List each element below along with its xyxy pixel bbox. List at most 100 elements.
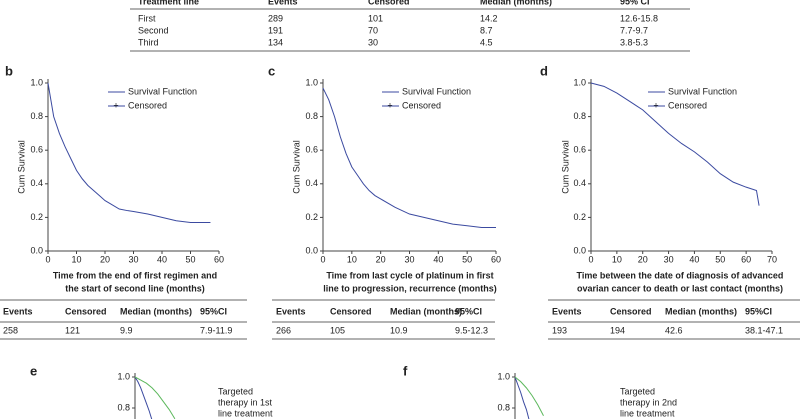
- x-axis-label: Time between the date of diagnosis of ad…: [577, 270, 784, 280]
- x-tick-label: 60: [491, 254, 501, 264]
- y-tick-label: 0.4: [305, 178, 318, 188]
- survival-curve: [134, 376, 176, 419]
- x-tick-label: 20: [100, 254, 110, 264]
- x-tick-label: 10: [347, 254, 357, 264]
- table-header: Censored: [65, 306, 107, 316]
- table-cell: 191: [268, 25, 283, 35]
- table-cell: 7.9-11.9: [200, 325, 232, 335]
- x-tick-label: 40: [689, 254, 699, 264]
- legend-label: Survival Function: [668, 86, 737, 96]
- y-tick-label: 1.0: [497, 371, 510, 381]
- x-tick-label: 50: [715, 254, 725, 264]
- y-tick-label: 1.0: [30, 77, 43, 87]
- y-tick-label: 0.0: [30, 245, 43, 255]
- x-tick-label: 50: [462, 254, 472, 264]
- legend-label: Censored: [128, 100, 167, 110]
- table-header: 95%CI: [455, 306, 482, 316]
- x-tick-label: 20: [638, 254, 648, 264]
- x-tick-label: 10: [71, 254, 81, 264]
- table-header: Censored: [368, 0, 410, 6]
- table-header: 95% CI: [620, 0, 650, 6]
- survival-curve: [514, 376, 544, 416]
- x-tick-label: 70: [767, 254, 777, 264]
- table-cell: 101: [368, 13, 383, 23]
- plots: [45, 79, 760, 419]
- y-tick-label: 0.2: [305, 212, 318, 222]
- legend-label: Survival Function: [128, 86, 197, 96]
- x-tick-label: 0: [320, 254, 325, 264]
- panel-label: e: [30, 363, 37, 378]
- table-header: Median (months): [390, 306, 462, 316]
- table-cell: 289: [268, 13, 283, 23]
- table-header: Median (months): [120, 306, 192, 316]
- table-cell: 3.8-5.3: [620, 37, 648, 47]
- table-header: Censored: [330, 306, 372, 316]
- table-cell: 38.1-47.1: [745, 325, 783, 335]
- legend-marker: +: [653, 100, 658, 110]
- y-tick-label: 0.8: [497, 402, 510, 412]
- table-cell: 266: [276, 325, 291, 335]
- x-tick-label: 30: [128, 254, 138, 264]
- y-tick-label: 0.4: [30, 178, 43, 188]
- x-tick-label: 40: [157, 254, 167, 264]
- table-header: Events: [3, 306, 33, 316]
- survival-curve: [590, 82, 760, 206]
- legend-label: Targeted: [620, 386, 655, 396]
- table-cell: 134: [268, 37, 283, 47]
- y-tick-label: 0.6: [30, 145, 43, 155]
- x-tick-label: 50: [185, 254, 195, 264]
- y-tick-label: 0.2: [573, 212, 586, 222]
- x-tick-label: 30: [404, 254, 414, 264]
- y-tick-label: 0.2: [30, 212, 43, 222]
- x-tick-label: 0: [588, 254, 593, 264]
- y-tick-label: 1.0: [573, 77, 586, 87]
- legend-marker: +: [387, 100, 392, 110]
- x-tick-label: 60: [741, 254, 751, 264]
- panel-label: c: [268, 63, 275, 78]
- survival-curve: [322, 87, 496, 228]
- panel-label: b: [5, 63, 13, 78]
- table-header: Median (months): [665, 306, 737, 316]
- y-axis-label: Cum Survival: [291, 140, 301, 194]
- table-cell: Third: [138, 37, 159, 47]
- legend-label: therapy in 1st: [218, 397, 273, 407]
- x-axis-label: Time from last cycle of platinum in firs…: [326, 270, 493, 280]
- table-header: Events: [268, 0, 298, 6]
- legend-label: Censored: [402, 100, 441, 110]
- y-tick-label: 0.8: [305, 111, 318, 121]
- y-tick-label: 0.8: [117, 402, 130, 412]
- table-cell: 105: [330, 325, 345, 335]
- x-tick-label: 20: [376, 254, 386, 264]
- y-tick-label: 0.0: [573, 245, 586, 255]
- table-cell: 7.7-9.7: [620, 25, 648, 35]
- x-tick-label: 0: [45, 254, 50, 264]
- x-axis-label: the start of second line (months): [65, 283, 205, 293]
- table-cell: 42.6: [665, 325, 683, 335]
- table-cell: 194: [610, 325, 625, 335]
- legend-label: Targeted: [218, 386, 253, 396]
- legend-label: Censored: [668, 100, 707, 110]
- y-tick-label: 0.0: [305, 245, 318, 255]
- legend-label: Survival Function: [402, 86, 471, 96]
- x-axis-label: Time from the end of first regimen and: [53, 270, 217, 280]
- x-axis-label: ovarian cancer to death or last contact …: [577, 283, 783, 293]
- table-cell: First: [138, 13, 156, 23]
- x-tick-label: 60: [214, 254, 224, 264]
- table-cell: 70: [368, 25, 378, 35]
- y-tick-label: 1.0: [117, 371, 130, 381]
- legend-marker: +: [113, 100, 118, 110]
- table-cell: Second: [138, 25, 169, 35]
- survival-curve: [134, 376, 153, 419]
- x-axis-label: line to progression, recurrence (months): [323, 283, 497, 293]
- y-tick-label: 0.4: [573, 178, 586, 188]
- survival-curve: [47, 82, 211, 223]
- y-axis-label: Cum Survival: [16, 140, 26, 194]
- table-header: Treatment line: [138, 0, 199, 6]
- panel-label: d: [540, 63, 548, 78]
- table-cell: 30: [368, 37, 378, 47]
- table-cell: 4.5: [480, 37, 493, 47]
- table-cell: 9.9: [120, 325, 133, 335]
- legend-label: line treatment: [620, 408, 675, 418]
- y-axis-label: Cum Survival: [560, 140, 570, 194]
